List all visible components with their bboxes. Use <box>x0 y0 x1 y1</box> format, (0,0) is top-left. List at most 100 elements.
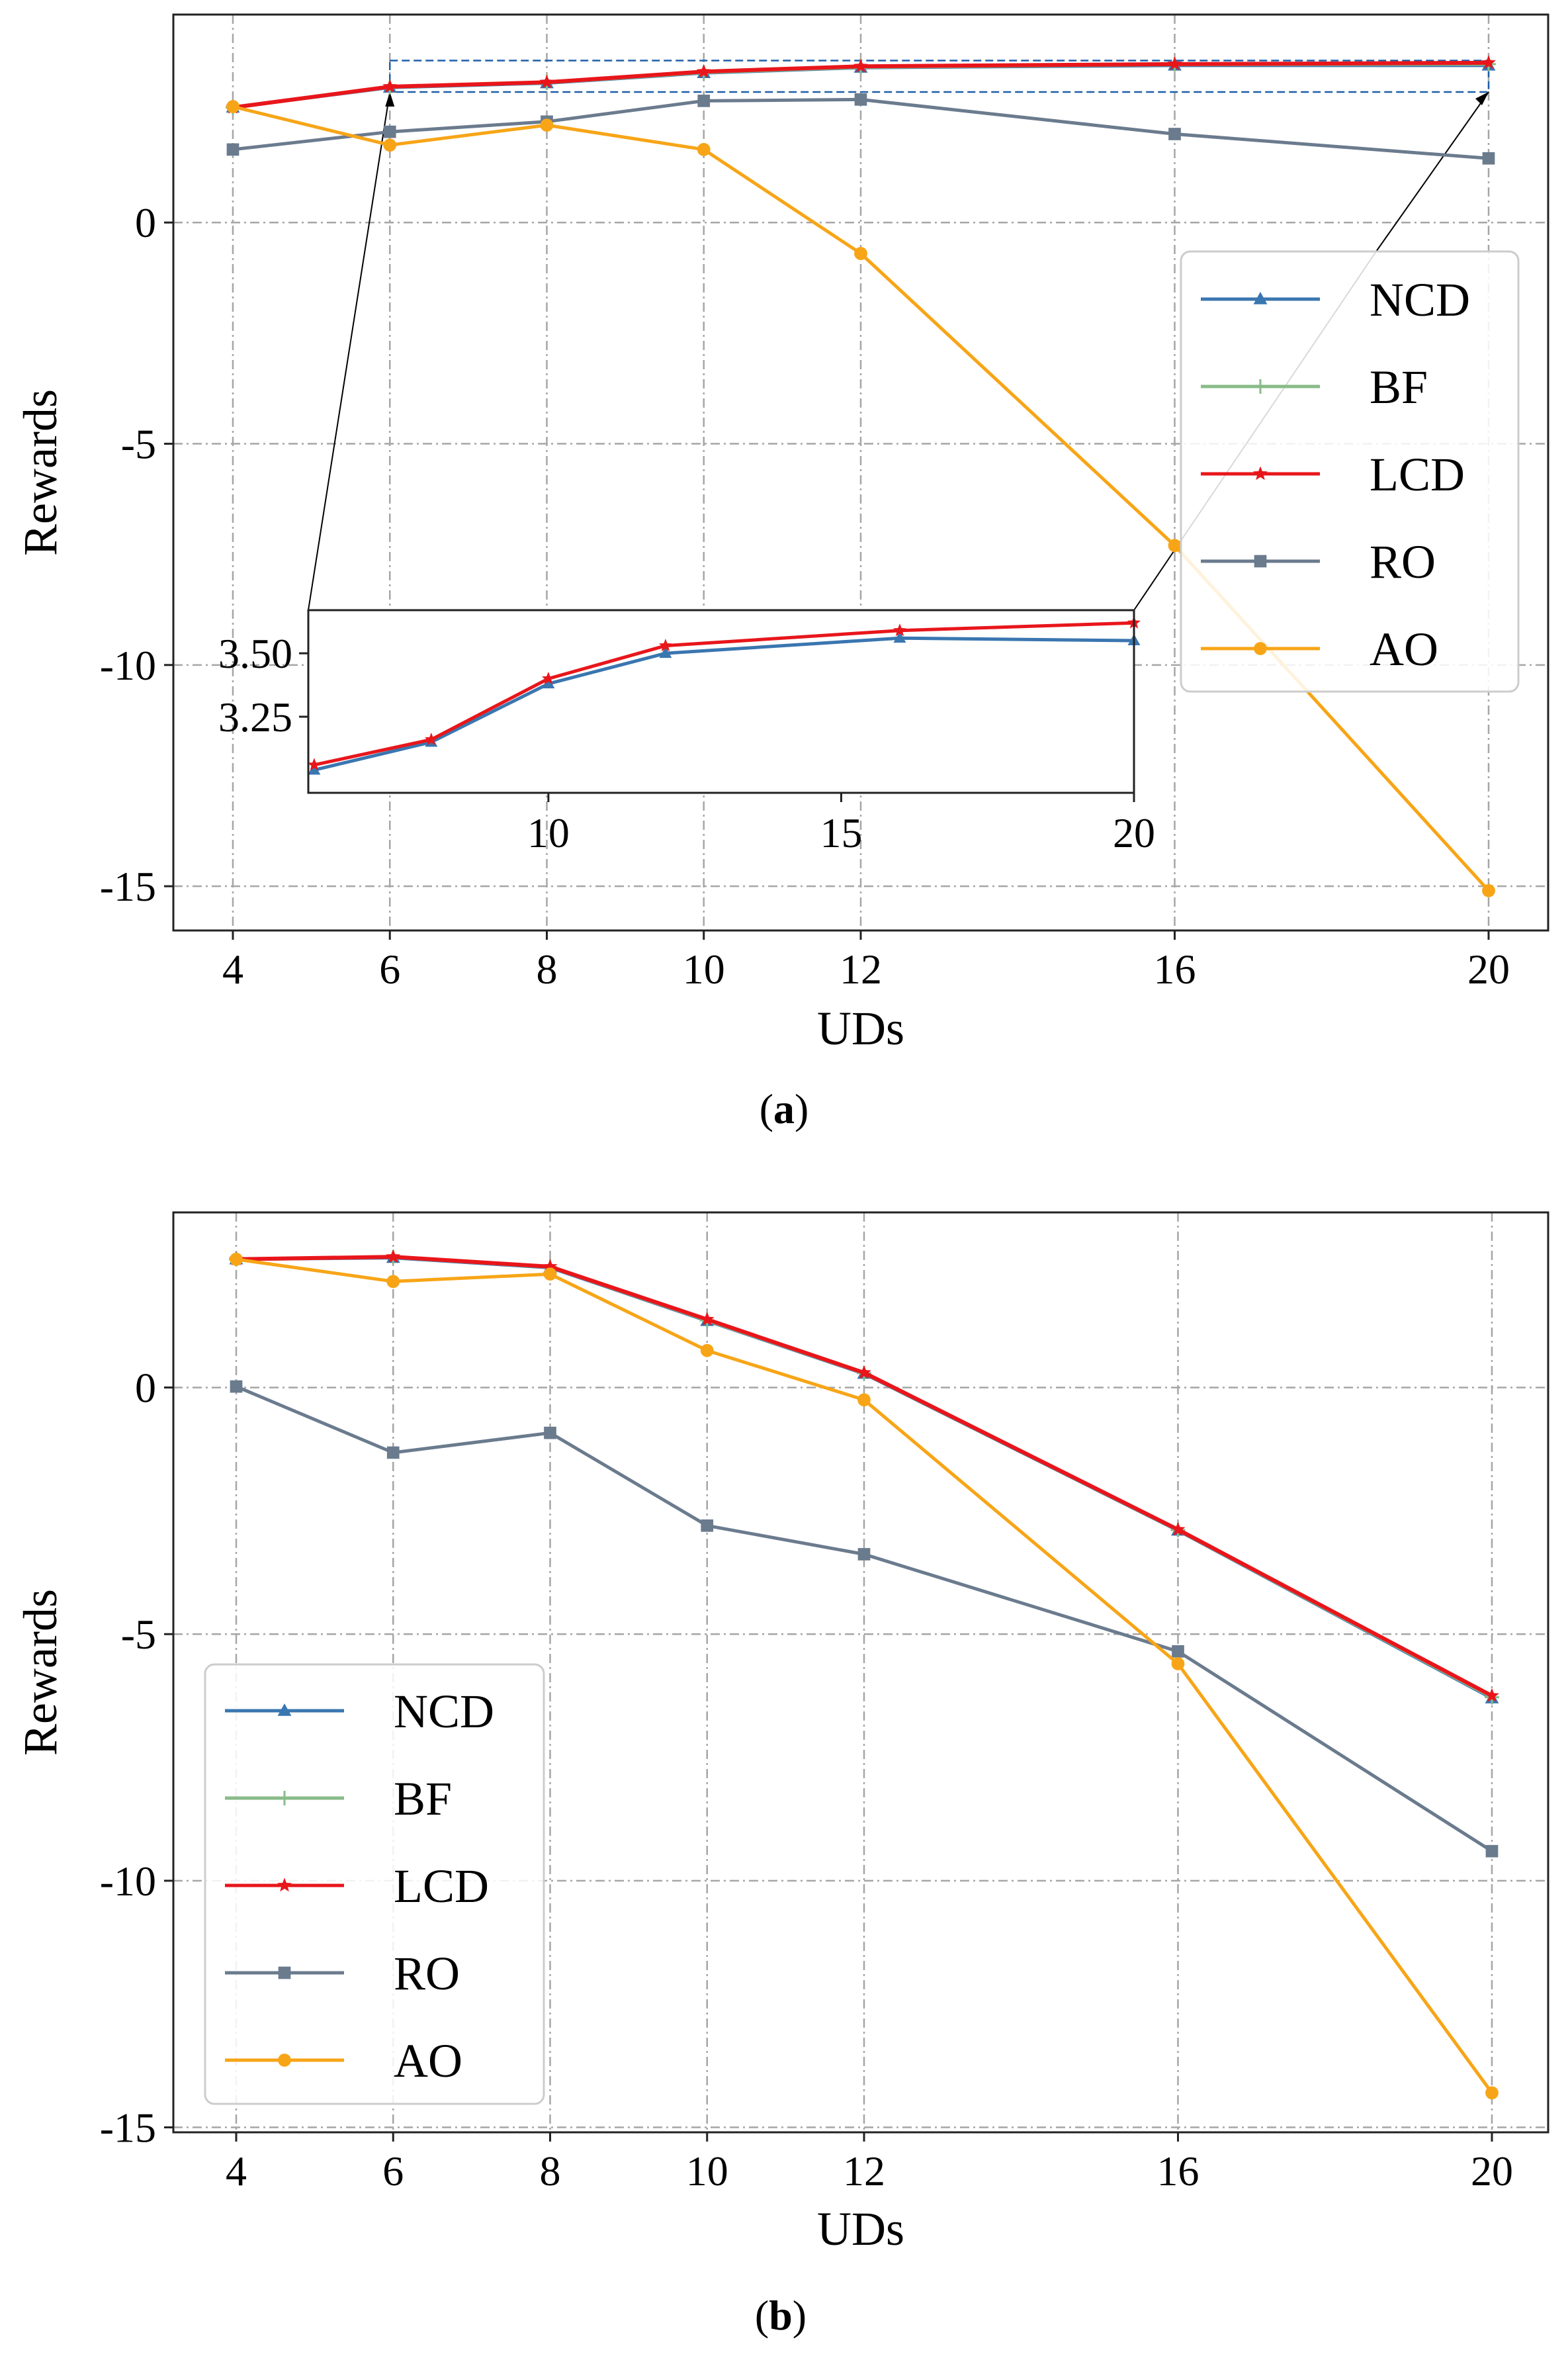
x-tick-label: 20 <box>1471 2148 1513 2195</box>
legend-box <box>204 1663 545 2105</box>
panel-b-caption: (b) <box>755 2292 806 2339</box>
marker-lcd <box>1167 56 1182 71</box>
zoom-region-rect <box>389 60 1490 93</box>
marker-lcd <box>853 58 868 73</box>
panel-b-series <box>229 1249 1499 2100</box>
legend-marker-lcd <box>277 1878 292 1892</box>
legend-box <box>1180 250 1520 693</box>
legend-item-ao: AO <box>1201 623 1438 676</box>
marker-ao <box>857 1393 871 1407</box>
panel-b-y-ticks: 0 -5 -10 -15 <box>100 1365 173 2151</box>
marker-lcd <box>386 1249 401 1263</box>
marker-lcd <box>1485 1688 1499 1702</box>
inset-y-tick-label: 3.25 <box>218 694 292 741</box>
legend-item-bf: BF <box>1201 361 1428 414</box>
series-ro <box>230 1380 1499 1858</box>
panel-a-caption: (a) <box>760 1085 809 1132</box>
inset-marker-ncd <box>542 677 555 689</box>
marker-ro <box>1172 1645 1184 1658</box>
x-tick-label: 12 <box>843 2148 885 2195</box>
legend-item-bf: BF <box>225 1772 452 1825</box>
legend-entries: NCD BF LCD RO AO <box>225 1685 494 2087</box>
caption-letter: b <box>769 2292 793 2339</box>
inset-x-tick-label: 10 <box>527 809 570 856</box>
legend-label-ncd: NCD <box>1370 273 1470 326</box>
zoom-arrowhead <box>385 92 395 107</box>
zoom-connector <box>1375 91 1489 252</box>
inset-line-lcd <box>314 621 1135 767</box>
marker-ao <box>1171 1657 1185 1670</box>
caption-paren: ( <box>760 1085 773 1132</box>
inset-x-tick-label: 20 <box>1113 809 1155 856</box>
caption-paren: ) <box>795 1085 808 1132</box>
marker-lcd <box>857 1365 871 1379</box>
panel-a-xlabel: UDs <box>817 1002 904 1055</box>
inset-marker-lcd <box>893 623 906 637</box>
inset-marker-ncd <box>659 647 672 658</box>
caption-letter: a <box>773 1085 795 1132</box>
marker-lcd <box>1481 55 1496 69</box>
marker-ro <box>857 1548 871 1561</box>
series-ao <box>226 100 1495 897</box>
inset-marker-lcd <box>307 758 321 771</box>
legend-marker-ao <box>1254 642 1267 655</box>
legend-label-bf: BF <box>1370 361 1428 414</box>
x-tick-label: 20 <box>1467 946 1510 993</box>
x-tick-label: 4 <box>222 946 243 993</box>
inset-x-tick-label: 15 <box>820 809 862 856</box>
marker-lcd <box>382 79 398 93</box>
inset-x-ticks: 10 15 20 <box>527 793 1155 856</box>
x-tick-label: 16 <box>1154 946 1196 993</box>
x-tick-label: 10 <box>686 2148 728 2195</box>
marker-ro <box>1482 152 1495 165</box>
legend-item-ncd: NCD <box>225 1685 494 1738</box>
marker-ao <box>1482 883 1495 897</box>
marker-ro <box>697 95 711 107</box>
legend-item-lcd: LCD <box>1201 448 1465 501</box>
panel-b-axes-frame <box>172 1211 1549 2134</box>
zoom-connector <box>308 91 391 611</box>
legend-marker-lcd <box>1253 466 1268 480</box>
x-tick-label: 10 <box>683 946 725 993</box>
marker-ao <box>383 138 397 152</box>
inset-marker-lcd <box>424 733 438 745</box>
marker-ao <box>543 1267 557 1281</box>
panel-b-xlabel: UDs <box>817 2202 904 2255</box>
inset-marker-lcd <box>658 639 672 652</box>
marker-ro <box>230 1380 243 1393</box>
legend-item-ao: AO <box>225 2034 462 2087</box>
x-tick-label: 8 <box>540 2148 561 2195</box>
marker-ao <box>854 247 867 260</box>
legend-marker-ao <box>278 2054 291 2067</box>
marker-ro <box>1168 128 1181 140</box>
y-tick-label: -5 <box>121 1611 156 1658</box>
marker-ao <box>386 1275 400 1289</box>
x-tick-label: 4 <box>226 2148 247 2195</box>
x-tick-label: 12 <box>840 946 882 993</box>
inset-y-tick-label: 3.50 <box>218 630 292 677</box>
marker-ao <box>697 143 711 156</box>
panel-a-ylabel: Rewards <box>14 389 67 556</box>
x-tick-label: 6 <box>382 2148 404 2195</box>
inset-marker-ncd <box>308 763 321 775</box>
marker-ao <box>230 1252 243 1266</box>
panel-b-grid <box>173 1212 1548 2132</box>
panel-a-y-ticks: 0 -5 -10 -15 <box>100 199 173 910</box>
marker-ro <box>544 1426 556 1439</box>
marker-ao <box>1168 539 1182 553</box>
marker-ro <box>1485 1844 1499 1858</box>
x-tick-label: 16 <box>1157 2148 1199 2195</box>
inset-frame <box>307 609 1135 794</box>
caption-paren: ( <box>755 2292 769 2339</box>
x-tick-label: 6 <box>379 946 400 993</box>
panel-a-series <box>226 55 1496 897</box>
legend-marker-ncd <box>277 1703 292 1716</box>
legend-marker-ro <box>1254 555 1267 568</box>
caption-paren: ) <box>793 2292 806 2339</box>
panel-b: 4 6 8 10 12 16 20 0 -5 -10 -15 UDs Rewards NCD BF L… <box>14 1211 1549 2339</box>
y-tick-label: -15 <box>100 863 156 910</box>
zoom-arrowhead <box>1475 92 1489 106</box>
panel-a-inset: 10 15 20 3.50 3.25 <box>218 609 1155 856</box>
marker-lcd <box>699 1312 715 1326</box>
